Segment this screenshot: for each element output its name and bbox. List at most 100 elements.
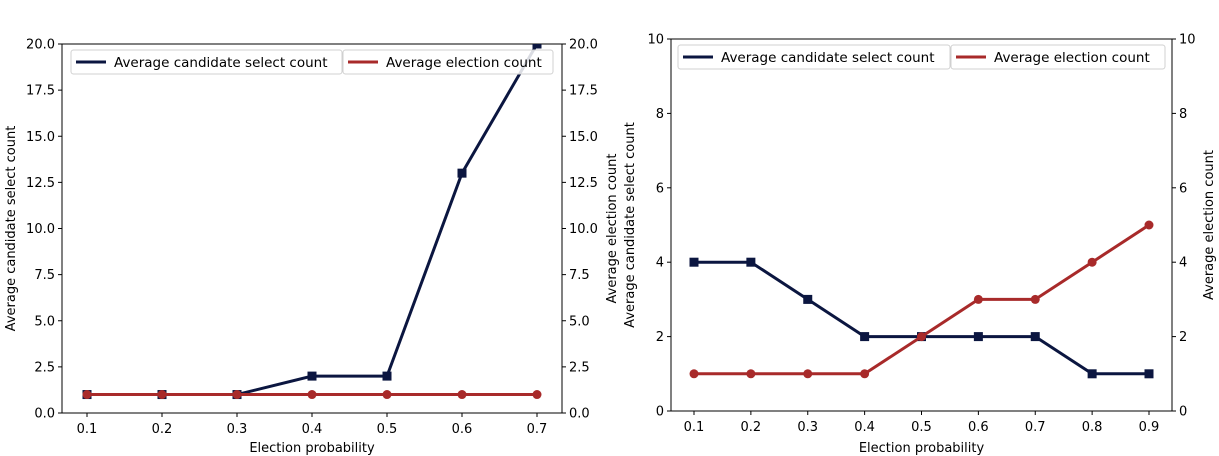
data-point-circle [746, 369, 756, 379]
y-axis-label-right: Average election count [1202, 150, 1217, 300]
data-point-circle [307, 390, 317, 400]
y-tick-label-right: 7.5 [569, 268, 590, 283]
legend-select-count: Average candidate select count [70, 49, 343, 75]
data-point-square [532, 44, 542, 49]
data-point-circle [689, 369, 699, 379]
data-point-square [1144, 369, 1154, 379]
y-tick-label-right: 2.5 [569, 360, 590, 375]
data-point-circle [860, 369, 870, 379]
data-point-circle [232, 390, 242, 400]
x-tick-label: 0.2 [741, 420, 762, 435]
y-tick-label-left: 10.0 [26, 222, 55, 237]
x-tick-label: 0.1 [684, 420, 705, 435]
y-tick-label-left: 6 [656, 181, 664, 196]
data-point-square [1087, 369, 1097, 379]
x-axis-label: Election probability [859, 441, 985, 456]
data-point-circle [532, 390, 542, 400]
x-axis-label: Election probability [249, 441, 375, 456]
y-tick-label-right: 8 [1179, 107, 1187, 122]
y-tick-label-right: 10 [1179, 33, 1196, 48]
y-tick-label-right: 4 [1179, 256, 1187, 271]
legend-election-count: Average election count [342, 49, 554, 75]
data-point-circle [1087, 257, 1097, 267]
legend-label: Average election count [386, 55, 542, 71]
y-tick-label-right: 0 [1179, 405, 1187, 420]
y-tick-label-right: 17.5 [569, 84, 598, 99]
legend-label: Average candidate select count [114, 55, 328, 71]
legend-label: Average candidate select count [721, 50, 935, 66]
y-tick-label-right: 10.0 [569, 222, 598, 237]
data-point-square [382, 371, 392, 381]
legend-election-count: Average election count [950, 44, 1166, 70]
data-point-circle [1030, 294, 1040, 304]
x-tick-label: 0.9 [1139, 420, 1160, 435]
series-election-count [82, 390, 542, 400]
series-select-count [689, 257, 1154, 379]
series-line [87, 44, 539, 397]
x-tick-label: 0.1 [77, 422, 98, 437]
data-point-square [457, 168, 467, 178]
data-point-circle [157, 390, 167, 400]
series-line [694, 260, 1149, 376]
data-point-circle [1144, 220, 1154, 230]
data-point-square [973, 332, 983, 342]
y-tick-label-right: 6 [1179, 181, 1187, 196]
data-point-square [689, 257, 699, 267]
y-tick-label-right: 12.5 [569, 176, 598, 191]
data-point-square [803, 294, 813, 304]
data-point-circle [82, 390, 92, 400]
x-tick-label: 0.4 [854, 420, 875, 435]
y-tick-label-left: 4 [656, 256, 664, 271]
y-axis-label-right: Average election count [605, 154, 620, 304]
y-tick-label-right: 0.0 [569, 407, 590, 422]
y-tick-label-left: 2 [656, 330, 664, 345]
chart-right: 0.1 0.2 0.3 0.4 0.5 0.6 0.7 0.8 0.9 0 0 2 2 4 4 6 6 8 8 10 1… [623, 33, 1217, 456]
y-tick-label-left: 5.0 [34, 314, 55, 329]
data-point-square [1030, 332, 1040, 342]
data-point-circle [382, 390, 392, 400]
data-point-square [746, 257, 756, 267]
series-election-count [689, 220, 1154, 379]
y-tick-label-left: 12.5 [26, 176, 55, 191]
y-tick-label-left: 20.0 [26, 38, 55, 53]
data-point-circle [917, 332, 926, 342]
x-tick-label: 0.4 [302, 422, 323, 437]
series-select-count [82, 44, 542, 400]
data-point-square [307, 371, 317, 381]
data-point-circle [457, 390, 467, 400]
y-tick-label-right: 20.0 [569, 38, 598, 53]
x-tick-label: 0.5 [377, 422, 398, 437]
x-tick-label: 0.3 [797, 420, 818, 435]
x-tick-label: 0.6 [452, 422, 473, 437]
x-tick-label: 0.5 [911, 420, 932, 435]
y-axis-label-left: Average candidate select count [4, 126, 19, 332]
legend-select-count: Average candidate select count [677, 44, 951, 70]
y-tick-label-right: 2 [1179, 330, 1187, 345]
x-tick-label: 0.2 [152, 422, 173, 437]
chart-left: 0.1 0.2 0.3 0.4 0.5 0.6 0.7 0.0 0.0 2.5 2.5 5.0 5.0 7… [4, 38, 620, 456]
plot-frame [670, 38, 1173, 412]
series-line [694, 223, 1150, 376]
y-tick-label-left: 8 [656, 107, 664, 122]
y-tick-label-left: 2.5 [34, 360, 55, 375]
legend-box [70, 49, 343, 75]
y-tick-label-left: 7.5 [34, 268, 55, 283]
x-tick-label: 0.3 [227, 422, 248, 437]
x-tick-label: 0.7 [1025, 420, 1046, 435]
y-tick-label-right: 5.0 [569, 314, 590, 329]
x-tick-label: 0.6 [968, 420, 989, 435]
y-tick-label-left: 15.0 [26, 130, 55, 145]
x-tick-label: 0.7 [527, 422, 548, 437]
legend-box [342, 49, 554, 75]
y-axis-label-left: Average candidate select count [623, 122, 638, 328]
data-point-circle [973, 294, 983, 304]
y-tick-label-left: 0.0 [34, 407, 55, 422]
legend-label: Average election count [994, 50, 1150, 66]
data-point-circle [803, 369, 813, 379]
legend-box [950, 44, 1166, 70]
x-tick-label: 0.8 [1082, 420, 1103, 435]
data-point-square [860, 332, 870, 342]
y-tick-label-left: 17.5 [26, 84, 55, 99]
y-tick-label-right: 15.0 [569, 130, 598, 145]
